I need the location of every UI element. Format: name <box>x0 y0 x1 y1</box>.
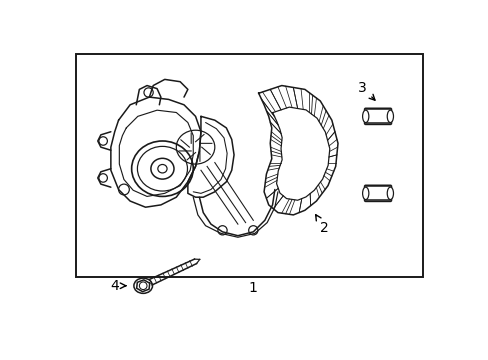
Text: 1: 1 <box>248 281 257 295</box>
FancyBboxPatch shape <box>364 185 391 202</box>
Text: 4: 4 <box>110 279 125 293</box>
Bar <box>76 54 422 277</box>
Text: 3: 3 <box>358 81 374 100</box>
Ellipse shape <box>362 110 368 123</box>
FancyBboxPatch shape <box>364 108 391 125</box>
Ellipse shape <box>386 110 393 123</box>
Ellipse shape <box>362 187 368 199</box>
Ellipse shape <box>386 187 393 199</box>
Text: 2: 2 <box>315 215 328 235</box>
